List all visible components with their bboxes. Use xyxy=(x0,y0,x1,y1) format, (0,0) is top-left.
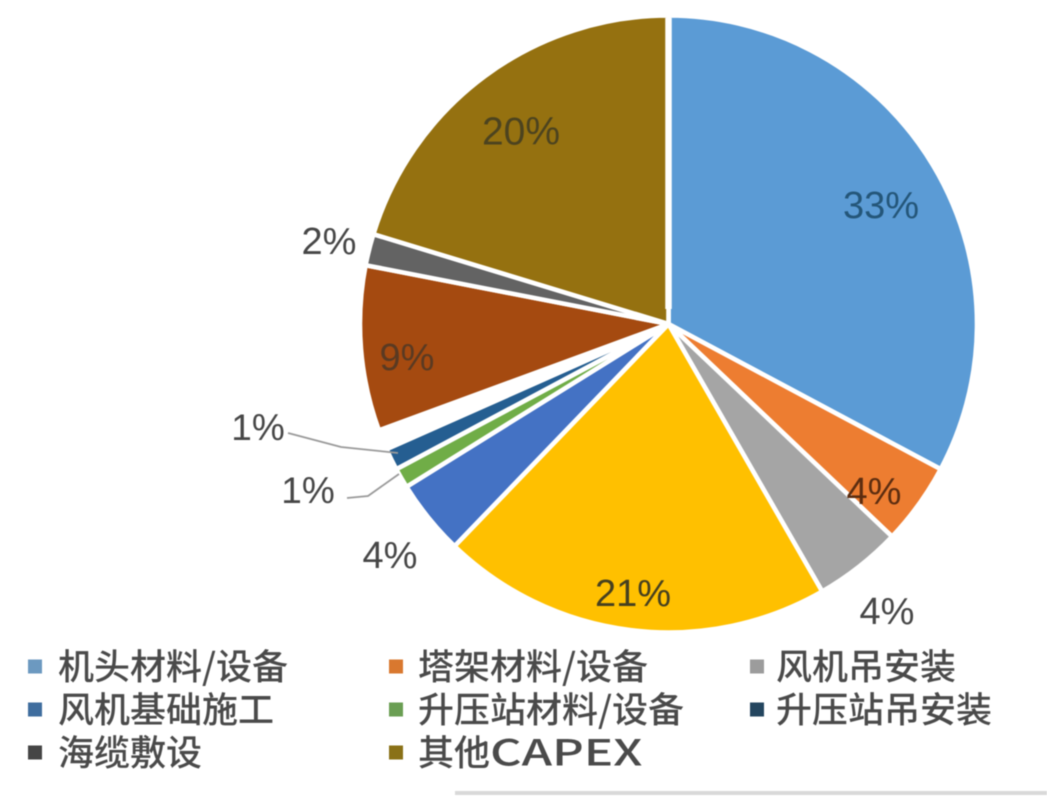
svg-text:4%: 4% xyxy=(860,591,915,633)
svg-text:4%: 4% xyxy=(847,471,902,513)
svg-text:21%: 21% xyxy=(595,573,671,615)
svg-text:9%: 9% xyxy=(380,337,435,379)
svg-text:1%: 1% xyxy=(231,407,284,448)
svg-text:1%: 1% xyxy=(281,470,334,511)
svg-text:4%: 4% xyxy=(363,535,418,577)
svg-text:2%: 2% xyxy=(302,221,357,263)
svg-text:33%: 33% xyxy=(843,185,919,227)
svg-text:20%: 20% xyxy=(482,110,560,153)
